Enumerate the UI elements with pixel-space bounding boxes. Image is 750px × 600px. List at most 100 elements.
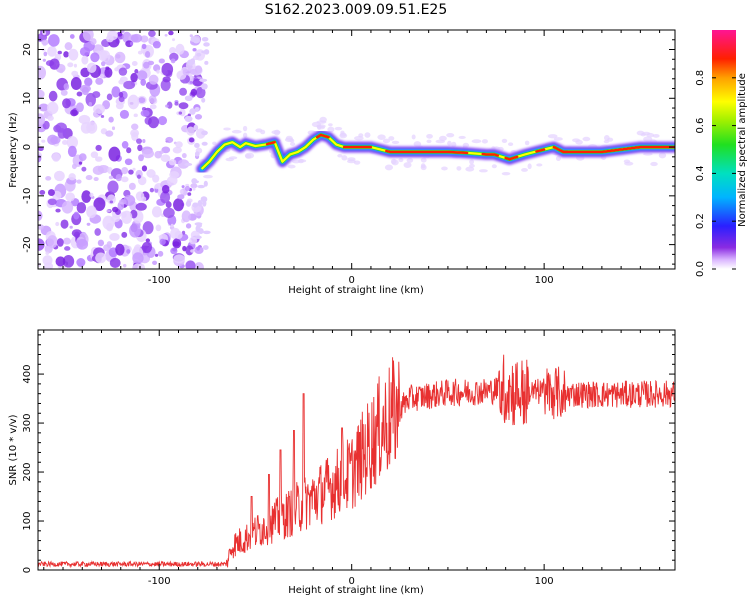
ridge-core <box>200 133 675 171</box>
ridge-halo-blob <box>284 137 294 143</box>
y-tick-label: 100 <box>22 511 33 530</box>
ridge-halo-blob <box>524 140 530 146</box>
noise-blob <box>47 46 57 57</box>
noise-blob <box>194 151 200 157</box>
noise-blob <box>121 140 129 149</box>
noise-blob <box>106 209 111 213</box>
ridge-halo-blob <box>447 140 452 146</box>
noise-blob <box>169 46 177 55</box>
ridge-halo-blob <box>273 129 281 136</box>
noise-blob <box>162 76 171 83</box>
noise-blob <box>75 102 84 113</box>
noise-blob <box>71 163 77 170</box>
noise-blob <box>134 69 139 74</box>
ridge-halo-blob <box>640 132 647 137</box>
noise-blob <box>182 69 191 76</box>
noise-blob <box>48 34 60 47</box>
noise-blob <box>138 154 144 162</box>
ridge-halo-blob <box>203 174 213 179</box>
noise-blob <box>184 185 191 192</box>
noise-blob <box>107 180 119 194</box>
noise-blob <box>97 239 105 247</box>
noise-blob <box>42 120 50 130</box>
noise-blob <box>184 95 193 102</box>
noise-blob <box>170 247 178 255</box>
noise-blob <box>131 263 143 269</box>
ridge-halo-blob <box>603 139 610 144</box>
y-tick-label: 0 <box>22 567 33 573</box>
noise-blob <box>161 62 174 77</box>
noise-blob <box>201 36 209 42</box>
noise-blob <box>49 58 60 70</box>
noise-blob <box>55 122 67 133</box>
noise-blob <box>196 52 202 57</box>
ridge-hot-segment <box>385 149 469 155</box>
noise-blob <box>142 221 154 235</box>
noise-blob <box>67 62 74 68</box>
ridge-halo-blob <box>643 152 653 156</box>
noise-blob <box>165 104 169 108</box>
noise-blob <box>161 184 170 194</box>
noise-blob <box>120 176 129 183</box>
noise-blob <box>194 142 200 149</box>
noise-blob <box>111 86 121 98</box>
noise-blob <box>131 123 139 130</box>
noise-blob <box>189 34 193 38</box>
x-tick-label: 100 <box>535 275 554 286</box>
noise-blob <box>187 192 192 196</box>
noise-blob <box>108 146 121 162</box>
noise-blob <box>61 200 74 214</box>
noise-blob <box>132 167 136 171</box>
y-tick-label: 300 <box>22 414 33 433</box>
noise-field <box>38 30 668 269</box>
noise-blob <box>155 224 162 232</box>
ridge-halo-blob <box>328 123 333 127</box>
ridge-halo-blob <box>377 134 386 140</box>
ridge-hot-segment <box>481 152 500 157</box>
noise-blob <box>55 208 61 213</box>
ridge-halo-blob <box>420 157 427 163</box>
noise-blob <box>140 35 149 43</box>
colorbar-ticks: 0.0 0.2 0.4 0.6 0.8 <box>695 70 736 277</box>
ridge-halo-blob <box>446 133 455 138</box>
noise-blob <box>76 179 82 184</box>
noise-blob <box>203 42 210 47</box>
noise-blob <box>93 104 106 115</box>
colorbar-gradient <box>712 30 736 269</box>
noise-blob <box>64 42 73 51</box>
noise-blob <box>115 100 119 104</box>
noise-blob <box>45 176 52 181</box>
ridge-halo-blob <box>346 159 356 164</box>
noise-blob <box>181 185 185 189</box>
noise-blob <box>178 102 189 110</box>
snr-x-label: Height of straight line (km) <box>288 585 424 596</box>
noise-blob <box>66 135 79 149</box>
spectrogram-x-ticks: -100 0 100 <box>43 30 661 286</box>
noise-blob <box>152 174 160 183</box>
ridge-halo-blob <box>382 138 391 144</box>
noise-blob <box>81 55 89 65</box>
noise-blob <box>179 189 184 195</box>
ridge-halo-blob <box>582 136 591 142</box>
spectrogram-x-label: Height of straight line (km) <box>288 285 424 296</box>
noise-blob <box>47 189 55 197</box>
ridge-halo-blob <box>462 142 470 148</box>
ridge-halo-blob <box>388 136 395 141</box>
noise-blob <box>112 206 119 213</box>
ridge-halo-blob <box>521 168 528 172</box>
noise-blob <box>142 139 146 144</box>
noise-blob <box>159 238 166 246</box>
noise-blob <box>190 183 198 189</box>
noise-blob <box>151 206 162 218</box>
noise-blob <box>199 78 208 82</box>
noise-blob <box>43 51 48 57</box>
noise-blob <box>160 191 171 204</box>
noise-blob <box>137 174 141 179</box>
noise-blob <box>149 187 154 193</box>
noise-blob <box>100 115 105 118</box>
y-tick-label: 0 <box>22 144 33 150</box>
ridge-halo-blob <box>327 126 335 133</box>
noise-blob <box>132 252 144 265</box>
noise-blob <box>137 144 143 152</box>
noise-blob <box>63 83 70 91</box>
